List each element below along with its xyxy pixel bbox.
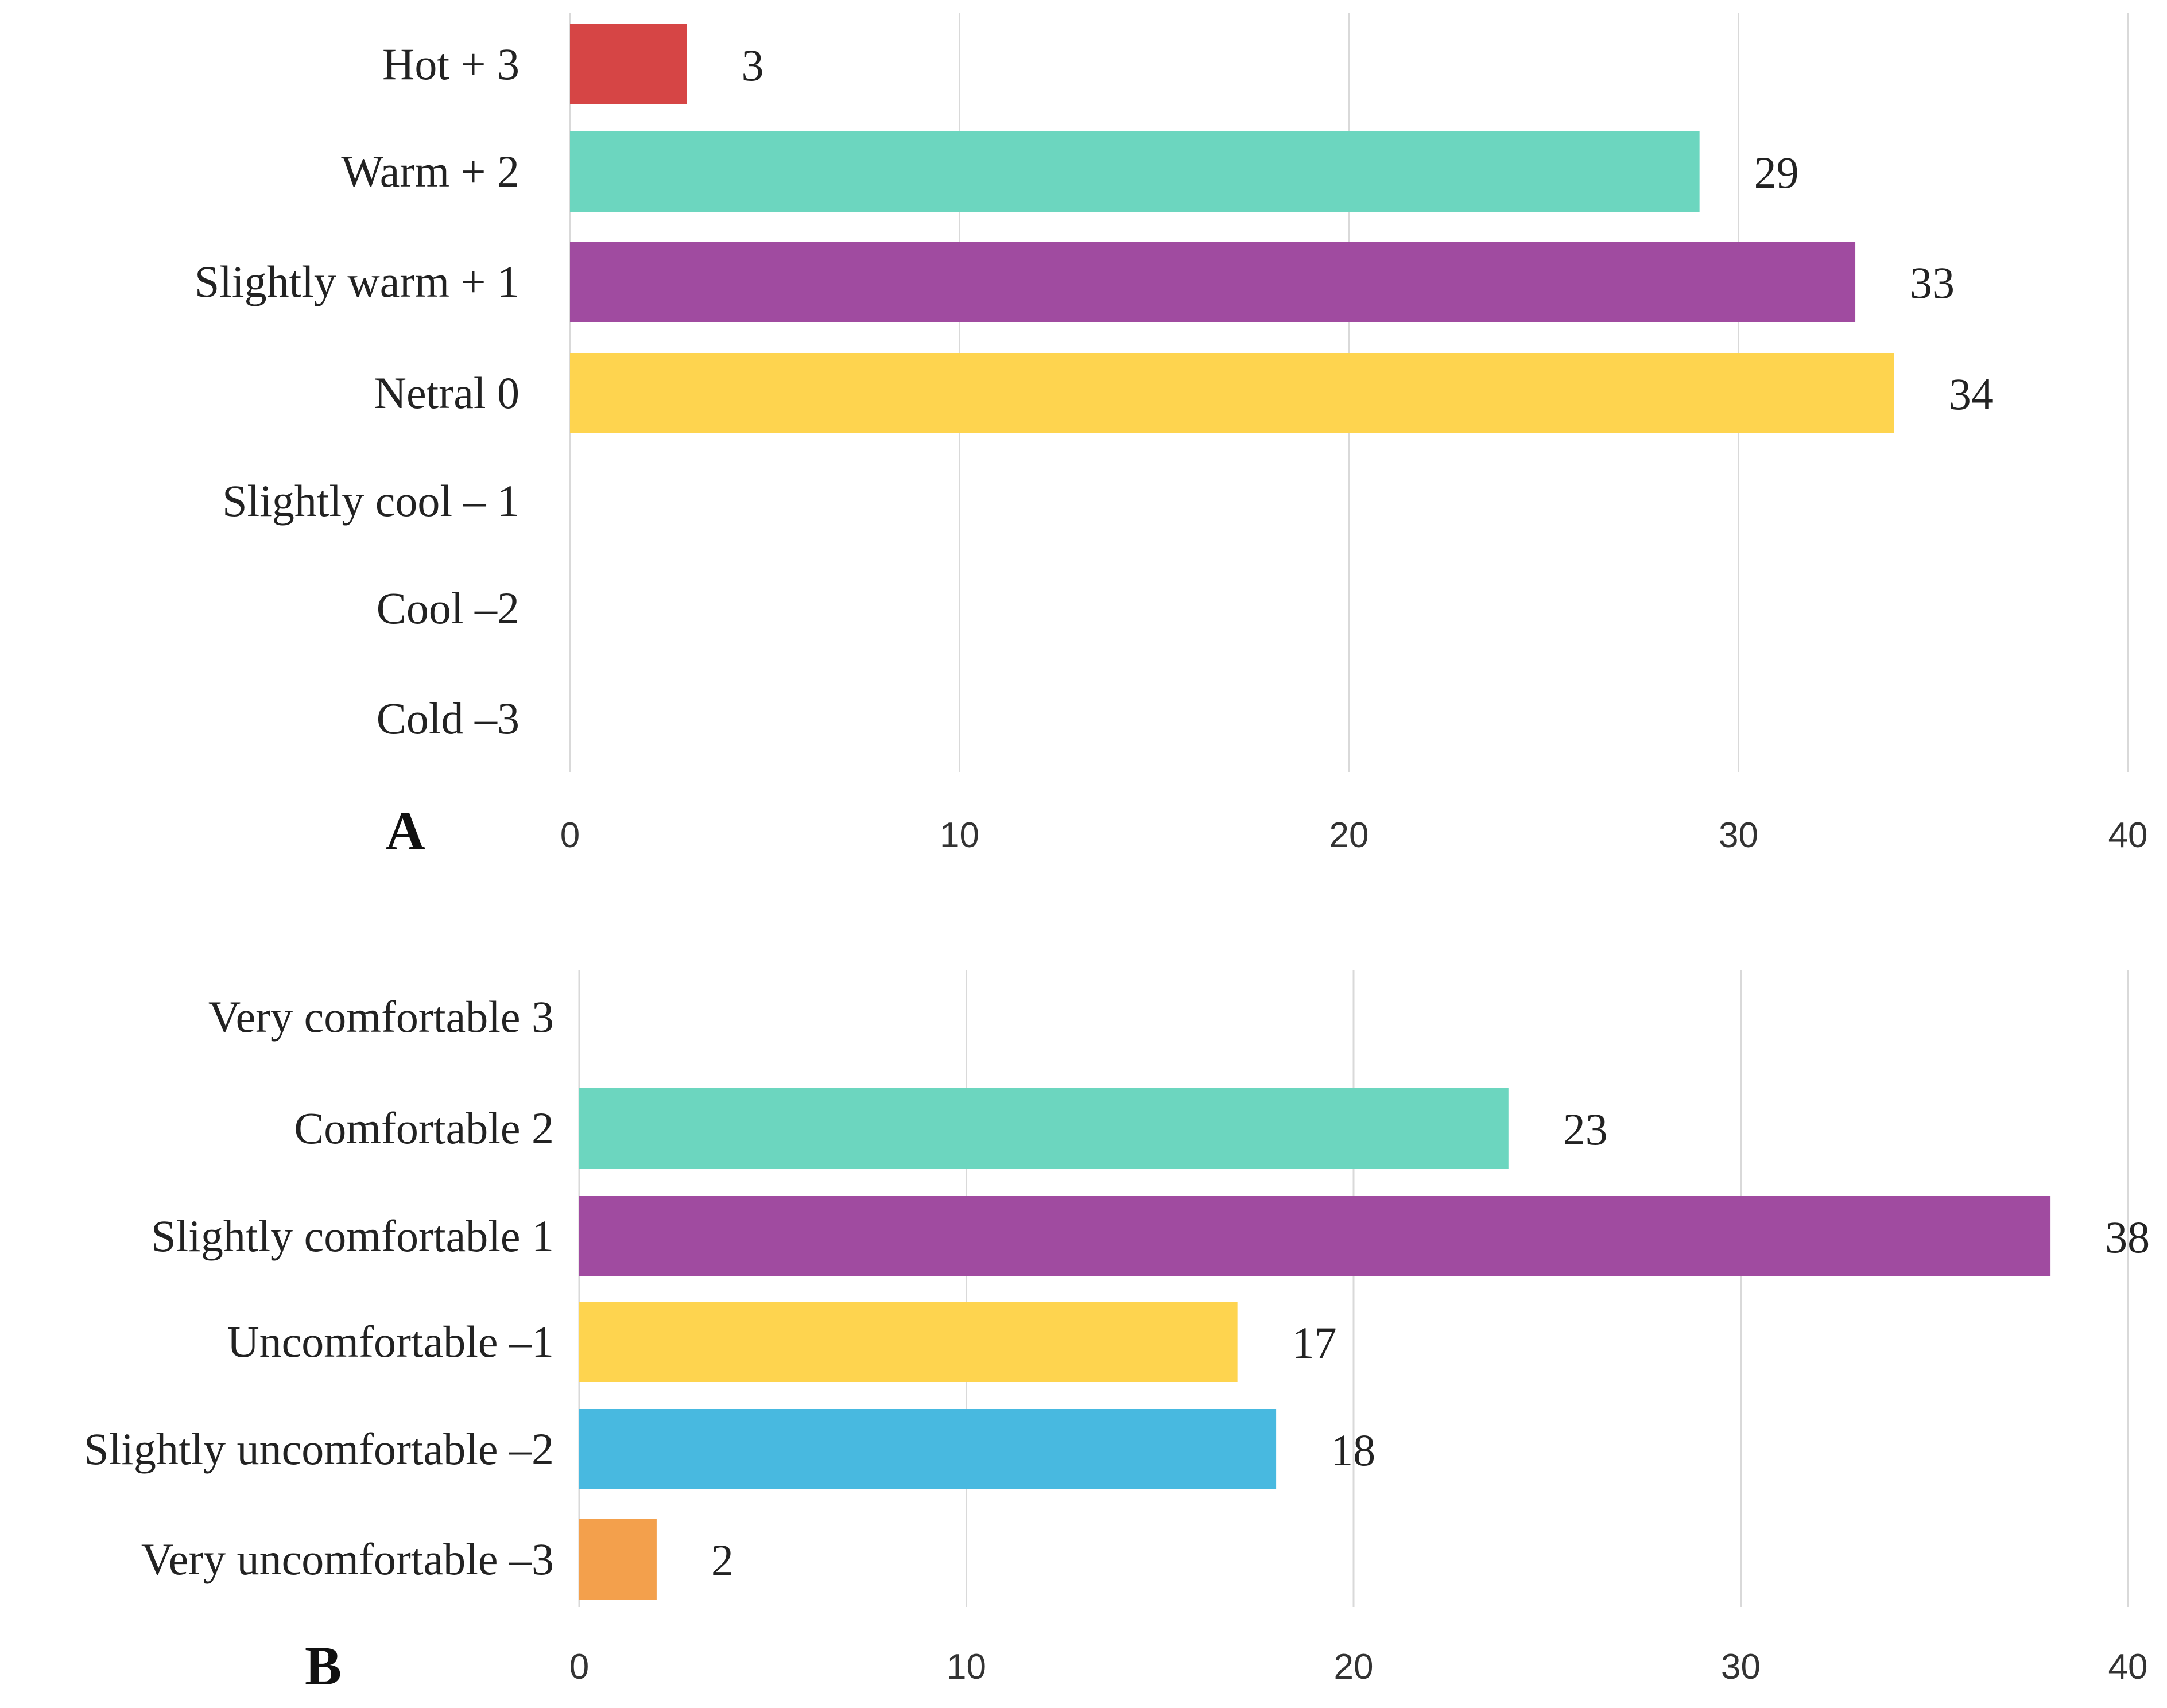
bar [570,353,1894,433]
category-label: Netral 0 [374,368,520,418]
value-label: 34 [1949,369,1994,419]
x-tick-label: 20 [1329,816,1369,855]
x-tick-label: 30 [1721,1647,1761,1687]
bar [579,1196,2051,1276]
bar [579,1409,1277,1489]
value-label: 23 [1563,1104,1608,1154]
category-label: Warm + 2 [341,146,520,196]
category-label: Hot + 3 [382,39,520,89]
category-label: Very comfortable 3 [208,992,554,1042]
category-label: Slightly cool – 1 [222,476,520,526]
x-tick-label: 40 [2108,816,2148,855]
value-label: 17 [1292,1318,1337,1368]
panel-label: B [305,1635,342,1697]
x-tick-label: 0 [569,1647,589,1687]
value-label: 38 [2105,1212,2150,1262]
value-label: 33 [1910,258,1955,308]
value-label: 29 [1754,147,1799,197]
bar [570,242,1856,322]
value-label: 3 [742,40,764,90]
category-label: Slightly uncomfortable –2 [84,1424,554,1474]
category-label: Slightly warm + 1 [195,257,520,306]
category-label: Slightly comfortable 1 [151,1211,554,1261]
x-tick-label: 40 [2108,1647,2148,1687]
x-tick-label: 10 [940,816,979,855]
category-label: Very uncomfortable –3 [141,1534,554,1584]
category-label: Comfortable 2 [294,1103,554,1153]
category-label: Cold –3 [377,693,520,743]
panel-label: A [385,800,425,861]
value-label: 18 [1331,1425,1375,1475]
bar [579,1302,1238,1382]
x-tick-label: 0 [560,816,580,855]
category-label: Uncomfortable –1 [227,1317,554,1367]
x-tick-label: 30 [1719,816,1758,855]
x-tick-label: 10 [947,1647,986,1687]
value-label: 2 [711,1535,734,1585]
x-tick-label: 20 [1334,1647,1374,1687]
bar [570,24,687,104]
bar [579,1088,1509,1169]
bar [579,1519,657,1600]
bar [570,131,1700,212]
category-label: Cool –2 [377,583,520,633]
